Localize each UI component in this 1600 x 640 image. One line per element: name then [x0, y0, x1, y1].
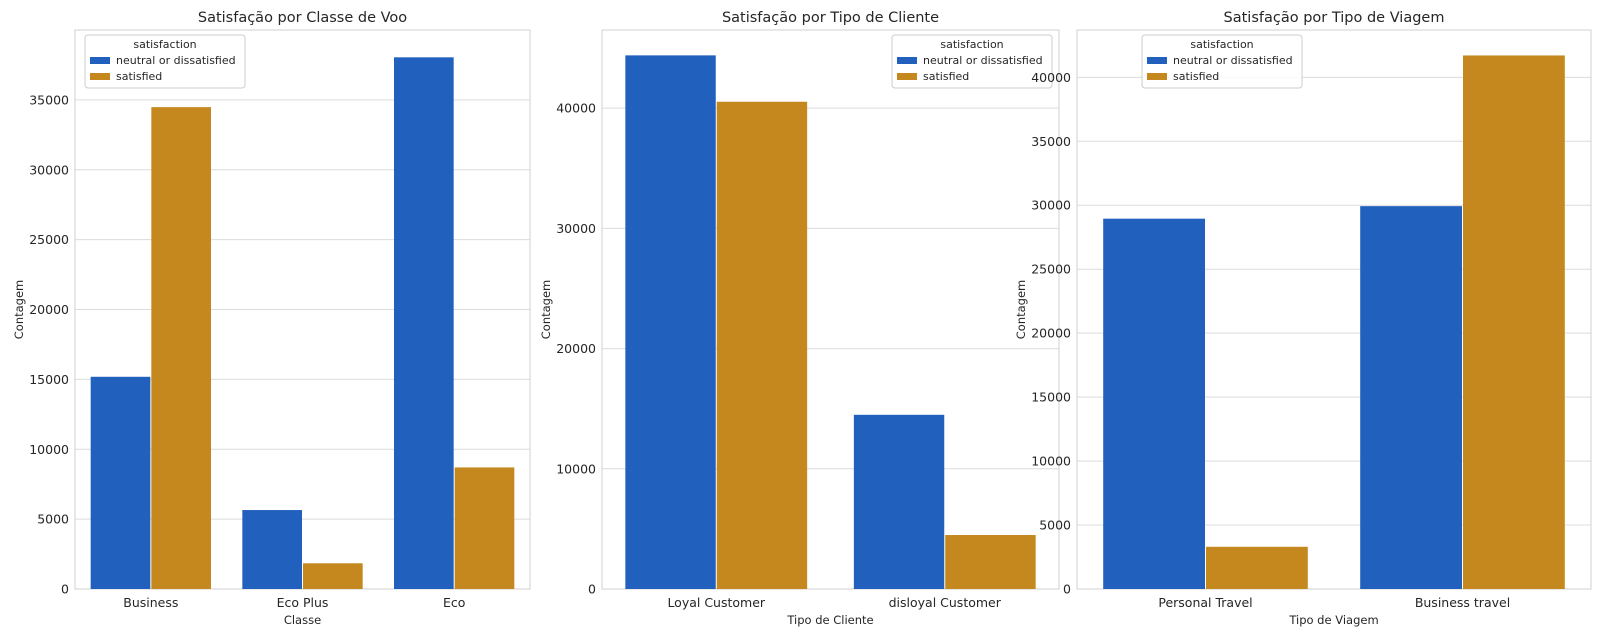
- y-tick-label: 10000: [29, 442, 69, 457]
- chart-title: Satisfação por Tipo de Viagem: [1224, 10, 1445, 26]
- x-tick-label: Business: [123, 595, 178, 610]
- bar-neutral-1: [1360, 206, 1462, 589]
- y-tick-label: 30000: [556, 221, 596, 236]
- legend: satisfaction neutral or dissatisfied satis…: [84, 34, 246, 89]
- chart-panel-1: Business Eco Plus Eco 0 5000 10000 15000 20000 2…: [12, 10, 531, 627]
- bar-satisfied-1: [1463, 55, 1565, 589]
- legend-box: [891, 34, 1053, 89]
- legend-label: neutral or dissatisfied: [923, 54, 1043, 67]
- legend-swatch-neutral: [897, 57, 917, 64]
- legend-box: [1141, 34, 1303, 89]
- legend-swatch-satisfied: [897, 73, 917, 80]
- legend-label: satisfied: [923, 70, 969, 83]
- legend-swatch-satisfied: [1147, 73, 1167, 80]
- legend: satisfaction neutral or dissatisfied satis…: [891, 34, 1053, 89]
- y-tick-label: 20000: [29, 302, 69, 317]
- chart-title: Satisfação por Classe de Voo: [198, 10, 407, 26]
- y-axis-label: Contagem: [1014, 280, 1028, 340]
- y-tick-label: 5000: [37, 512, 69, 527]
- y-tick-label: 10000: [1031, 454, 1071, 469]
- bar-neutral-0: [1103, 218, 1205, 589]
- x-tick-label: Business travel: [1415, 595, 1510, 610]
- legend-label: satisfied: [1173, 70, 1219, 83]
- legend-title: satisfaction: [1190, 38, 1253, 51]
- y-tick-label: 15000: [29, 372, 69, 387]
- bar-satisfied-0: [1206, 546, 1308, 589]
- legend-title: satisfaction: [133, 38, 196, 51]
- x-tick-label: Eco Plus: [277, 595, 329, 610]
- x-tick-label: Loyal Customer: [667, 595, 765, 610]
- legend-label: neutral or dissatisfied: [1173, 54, 1293, 67]
- y-axis-label: Contagem: [12, 280, 26, 340]
- y-tick-label: 0: [588, 582, 596, 597]
- axes-frame: [601, 29, 1060, 590]
- bar-satisfied-0: [151, 107, 211, 589]
- axes-frame: [74, 29, 531, 590]
- legend-title: satisfaction: [940, 38, 1003, 51]
- legend: satisfaction neutral or dissatisfied satis…: [1141, 34, 1303, 89]
- legend-swatch-neutral: [90, 57, 110, 64]
- x-tick-label: Personal Travel: [1158, 595, 1252, 610]
- y-tick-label: 30000: [1031, 198, 1071, 213]
- x-axis-label: Classe: [284, 613, 321, 627]
- legend-label: satisfied: [116, 70, 162, 83]
- y-tick-label: 25000: [1031, 262, 1071, 277]
- y-tick-label: 20000: [556, 341, 596, 356]
- legend-swatch-neutral: [1147, 57, 1167, 64]
- y-tick-label: 20000: [1031, 326, 1071, 341]
- chart-panel-3: Personal Travel Business travel 0 5000 10000…: [1014, 10, 1592, 627]
- x-axis-label: Tipo de Cliente: [786, 613, 873, 627]
- axes-frame: [1076, 29, 1592, 590]
- y-tick-label: 40000: [1031, 70, 1071, 85]
- y-tick-label: 25000: [29, 232, 69, 247]
- y-tick-label: 15000: [1031, 390, 1071, 405]
- chart-panel-2: Loyal Customer disloyal Customer 0 10000 200…: [539, 10, 1060, 627]
- y-tick-label: 0: [1063, 582, 1071, 597]
- legend-swatch-satisfied: [90, 73, 110, 80]
- y-tick-label: 40000: [556, 101, 596, 116]
- bar-satisfied-1: [303, 563, 363, 589]
- bar-satisfied-1: [945, 535, 1036, 589]
- y-tick-label: 35000: [1031, 134, 1071, 149]
- bar-neutral-0: [625, 55, 716, 590]
- y-tick-label: 5000: [1039, 518, 1071, 533]
- bar-satisfied-0: [716, 101, 808, 589]
- legend-label: neutral or dissatisfied: [116, 54, 236, 67]
- y-tick-label: 10000: [556, 461, 596, 476]
- bar-neutral-1: [242, 510, 302, 589]
- y-tick-label: 35000: [29, 92, 69, 107]
- legend-box: [84, 34, 246, 89]
- bar-satisfied-2: [454, 467, 515, 589]
- x-tick-label: Eco: [443, 595, 465, 610]
- x-axis-label: Tipo de Viagem: [1288, 613, 1378, 627]
- bar-neutral-1: [853, 414, 945, 589]
- bar-neutral-0: [90, 376, 151, 589]
- y-tick-label: 30000: [29, 162, 69, 177]
- x-tick-label: disloyal Customer: [889, 595, 1002, 610]
- y-axis-label: Contagem: [539, 280, 553, 340]
- bar-neutral-2: [394, 57, 454, 590]
- chart-title: Satisfação por Tipo de Cliente: [722, 10, 939, 26]
- y-tick-label: 0: [61, 582, 69, 597]
